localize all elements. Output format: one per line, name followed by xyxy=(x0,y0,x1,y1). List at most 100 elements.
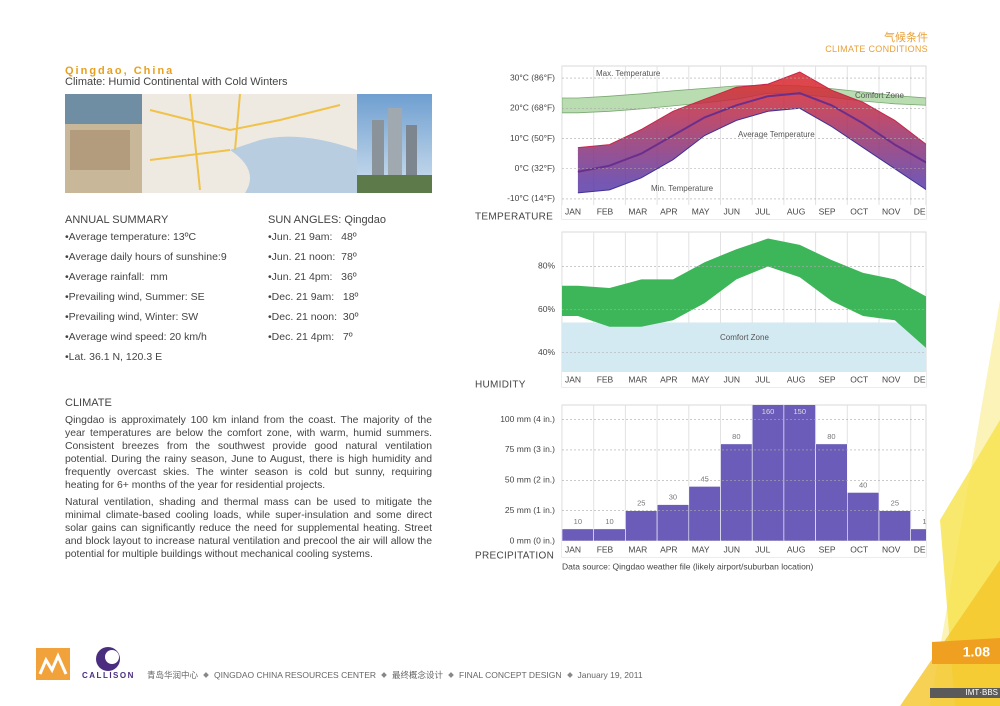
watermark: IMT·BBS xyxy=(966,688,998,697)
tower xyxy=(372,120,384,193)
sun-angle-item: •Dec. 21 9am: 18º xyxy=(268,291,359,303)
x-tick-label: MAR xyxy=(628,206,647,216)
value-label: 40 xyxy=(859,480,867,489)
y-tick-label: 30°C (86°F) xyxy=(510,72,555,82)
series-line xyxy=(577,71,926,149)
x-tick-label: APR xyxy=(660,206,677,216)
x-tick-label: AUG xyxy=(787,374,805,384)
y-tick-label: 50 mm (2 in.) xyxy=(505,475,555,485)
footer-item: FINAL CONCEPT DESIGN xyxy=(459,670,562,680)
x-tick-label: SEP xyxy=(819,206,836,216)
bar xyxy=(846,492,880,542)
paragraphs: Qingdao is approximately 100 km inland f… xyxy=(65,414,432,561)
bar xyxy=(656,504,690,542)
axis-title: PRECIPITATION xyxy=(475,551,554,562)
crowd xyxy=(70,130,130,170)
section-heading: ANNUAL SUMMARY xyxy=(65,214,169,226)
separator xyxy=(566,672,573,678)
summary-item: •Prevailing wind, Summer: SE xyxy=(65,291,205,303)
x-tick-label: SEP xyxy=(819,374,836,384)
page-number: 1.08 xyxy=(963,644,990,660)
sun-angle-item: •Jun. 21 9am: 48º xyxy=(268,231,357,243)
axis-strip xyxy=(562,372,926,387)
summary-item: •Average temperature: 13ºC xyxy=(65,231,197,243)
x-tick-label: OCT xyxy=(850,206,868,216)
y-tick-label: 0°C (32°F) xyxy=(515,163,556,173)
annual-summary: ANNUAL SUMMARY •Average temperature: 13º… xyxy=(65,214,265,370)
bar xyxy=(625,510,658,542)
temperature-band xyxy=(577,72,926,193)
item-list: •Jun. 21 9am: 48º •Jun. 21 noon: 78º •Jun.… xyxy=(268,230,438,350)
logo-text: CALLISON xyxy=(82,671,135,680)
series-label: Comfort Zone xyxy=(855,91,904,100)
separator xyxy=(203,672,209,678)
corner-decoration xyxy=(900,300,1000,706)
header-title-en: CLIMATE CONDITIONS xyxy=(825,44,928,54)
axis-title: HUMIDITY xyxy=(475,380,526,391)
x-tick-label: OCT xyxy=(850,544,868,554)
x-tick-label: FEB xyxy=(597,374,614,384)
x-tick-label: AUG xyxy=(787,206,805,216)
logo-mark xyxy=(38,652,68,675)
x-tick-label: MAY xyxy=(692,206,710,216)
value-label: 160 xyxy=(762,407,775,416)
watermark-band xyxy=(930,688,1000,698)
tower xyxy=(406,125,417,193)
x-tick-label: NOV xyxy=(882,544,901,554)
x-tick-label: MAY xyxy=(692,544,710,554)
series-label: Min. Temperature xyxy=(651,184,714,193)
sun-angle-item: •Jun. 21 noon: 78º xyxy=(268,251,357,263)
x-tick-label: JAN xyxy=(565,544,581,554)
section-heading: CLIMATE xyxy=(65,397,112,409)
x-tick-label: FEB xyxy=(597,206,614,216)
y-tick-label: -10°C (14°F) xyxy=(507,193,555,203)
summary-item: •Average wind speed: 20 km/h xyxy=(65,331,207,343)
value-label: 80 xyxy=(732,432,740,441)
value-label: 10 xyxy=(922,517,930,526)
y-tick-label: 0 mm (0 in.) xyxy=(510,535,556,545)
x-tick-label: DEC xyxy=(914,206,932,216)
bar xyxy=(878,510,912,542)
value-label: 10 xyxy=(574,517,582,526)
y-tick-label: 20°C (68°F) xyxy=(510,103,555,113)
x-tick-label: OCT xyxy=(850,374,868,384)
map-roads xyxy=(149,93,341,191)
y-tick-label: 80% xyxy=(538,261,555,271)
sun-angle-item: •Dec. 21 noon: 30º xyxy=(268,311,359,323)
value-label: 25 xyxy=(637,499,645,508)
footer-item: 青岛华润中心 xyxy=(147,670,199,680)
x-tick-label: DEC xyxy=(914,544,932,554)
summary-item: •Prevailing wind, Winter: SW xyxy=(65,311,199,323)
axis-strip xyxy=(562,205,926,219)
x-tick-label: APR xyxy=(660,374,677,384)
bar xyxy=(815,443,848,542)
value-label: 80 xyxy=(827,432,835,441)
map-water xyxy=(230,136,357,193)
plot: 10 10 25 30 45 80 160 150 80 40 25 10 JAN FEB MAR APR MA… xyxy=(562,405,932,557)
x-tick-label: JUL xyxy=(755,206,770,216)
x-tick-label: APR xyxy=(660,544,677,554)
x-tick-label: SEP xyxy=(819,544,836,554)
axis-title: TEMPERATURE xyxy=(475,212,553,223)
bar xyxy=(688,486,721,542)
summary-item: •Average rainfall: mm xyxy=(65,271,168,283)
plot: JAN FEB MAR APR MAY JUN JUL AUG SEP OCT NOV DEC xyxy=(562,232,926,387)
value-label: 10 xyxy=(605,517,613,526)
x-tick-label: MAR xyxy=(628,544,647,554)
y-tick-label: 100 mm (4 in.) xyxy=(500,414,555,424)
footer-item: QINGDAO CHINA RESOURCES CENTER xyxy=(214,670,377,680)
section-heading: SUN ANGLES: Qingdao xyxy=(268,214,387,226)
x-tick-label: JUL xyxy=(755,374,770,384)
location-title: Qingdao, China xyxy=(65,65,175,77)
x-tick-label: FEB xyxy=(597,544,614,554)
bar xyxy=(720,443,753,542)
shape xyxy=(900,560,1000,706)
y-tick-label: 10°C (50°F) xyxy=(510,133,555,143)
x-tick-label: MAR xyxy=(628,374,647,384)
footer-item: 最终概念设计 xyxy=(392,670,444,680)
y-tick-label: 75 mm (3 in.) xyxy=(505,444,555,454)
x-tick-label: JUN xyxy=(724,374,741,384)
series-line xyxy=(577,107,926,194)
